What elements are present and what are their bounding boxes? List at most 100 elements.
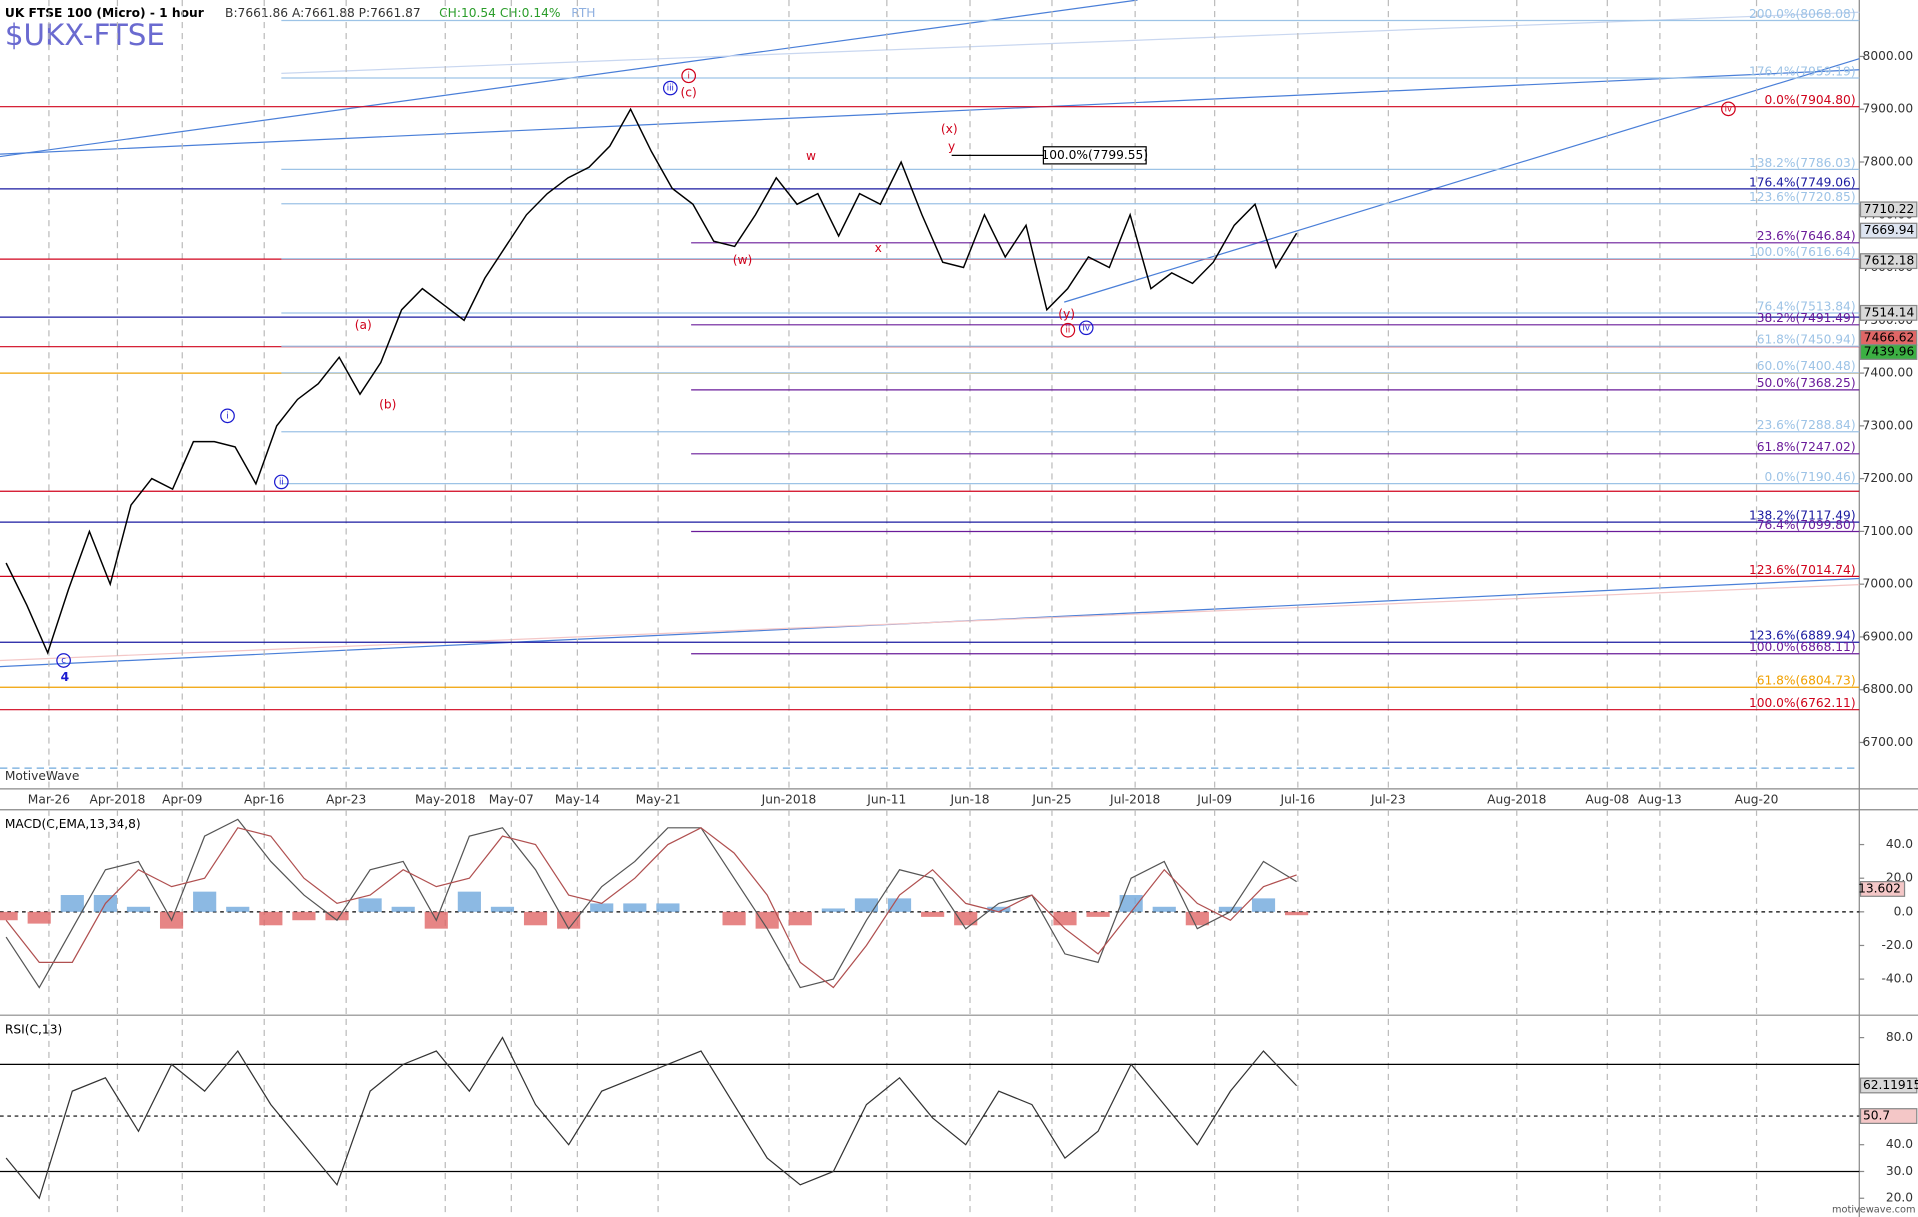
wave-label: w xyxy=(806,149,816,163)
histogram-bar xyxy=(755,911,779,929)
quote: B:7661.86 A:7661.88 P:7661.87 xyxy=(225,6,421,20)
wave-circle xyxy=(1078,320,1094,336)
wave-label: iii xyxy=(667,84,674,94)
wave-circle xyxy=(1721,101,1736,117)
y-tick-label: 7300.00 xyxy=(1863,418,1914,432)
histogram-bar xyxy=(722,911,746,926)
histogram-bar xyxy=(623,903,647,912)
y-tick-label: 40.0 xyxy=(1886,837,1913,851)
wave-circle xyxy=(1060,322,1076,338)
histogram-bar xyxy=(1251,898,1276,912)
histogram-bar xyxy=(788,911,812,926)
chart-title: UK FTSE 100 (Micro) - 1 hour xyxy=(5,6,204,20)
trendline xyxy=(0,69,1860,155)
watermark: motivewave.com xyxy=(1832,1205,1916,1216)
brand: MotiveWave xyxy=(5,769,80,783)
histogram-bar xyxy=(1285,911,1309,916)
histogram-bar xyxy=(391,906,415,912)
x-tick-label: Jun-25 xyxy=(1031,792,1071,806)
x-tick-label: May-21 xyxy=(636,792,681,806)
x-tick-label: Aug-2018 xyxy=(1487,792,1546,806)
fib-label: 176.4%(7749.06) xyxy=(1749,175,1856,189)
y-tick-label: 7400.00 xyxy=(1863,366,1914,380)
histogram-bar xyxy=(27,911,51,924)
price-line xyxy=(5,107,1298,655)
measure-box xyxy=(1042,146,1147,165)
y-tick-label: 6700.00 xyxy=(1863,735,1914,749)
wave-label: iv xyxy=(1725,104,1732,114)
price-tag-label: 7612.18 xyxy=(1864,254,1915,268)
fib-label: 100.0%(7616.64) xyxy=(1749,245,1856,259)
x-tick-label: Apr-2018 xyxy=(89,792,145,806)
price-tag-label: 7466.62 xyxy=(1864,330,1915,344)
fib-label: 61.8%(7450.94) xyxy=(1757,333,1856,347)
y-tick-label: 20.0 xyxy=(1886,1191,1913,1205)
macd-line xyxy=(5,827,1297,989)
histogram-bar xyxy=(1218,906,1243,912)
histogram-bar xyxy=(358,898,382,912)
wave-label: (b) xyxy=(379,397,396,411)
histogram-bar xyxy=(821,908,845,912)
histogram-bar xyxy=(1152,906,1176,912)
y-tick-label: 30.0 xyxy=(1886,1164,1913,1178)
x-tick-label: Apr-23 xyxy=(326,792,366,806)
y-tick-label: 7000.00 xyxy=(1863,577,1914,591)
histogram-bar xyxy=(1185,911,1209,926)
wave-label: i xyxy=(226,411,228,421)
histogram-bar xyxy=(1053,911,1077,926)
histogram-bar xyxy=(325,911,349,921)
y-tick-label: -20.0 xyxy=(1881,938,1913,952)
fib-label: 123.6%(7014.74) xyxy=(1749,563,1856,577)
x-tick-label: May-2018 xyxy=(415,792,476,806)
indicator-tag-label: 50.7 xyxy=(1863,1109,1890,1123)
y-tick-label: 7900.00 xyxy=(1863,102,1914,116)
histogram-bar xyxy=(987,906,1011,912)
wave-label: iv xyxy=(1082,323,1089,333)
y-tick-label: 6900.00 xyxy=(1863,629,1914,643)
fib-label: 138.2%(7117.49) xyxy=(1749,509,1856,523)
price-tag xyxy=(1859,344,1918,360)
wave-label: 4 xyxy=(61,670,70,684)
wave-label: (c) xyxy=(681,85,697,99)
price-tag xyxy=(1859,253,1918,270)
x-tick-label: Aug-13 xyxy=(1638,792,1682,806)
x-tick-label: Mar-26 xyxy=(28,792,70,806)
ticker: $UKX-FTSE xyxy=(5,18,165,52)
price-tag xyxy=(1859,304,1918,321)
y-tick-label: 7800.00 xyxy=(1863,155,1914,169)
fib-label: 123.6%(7720.85) xyxy=(1749,190,1856,204)
fib-label: 61.8%(7247.02) xyxy=(1757,440,1856,454)
wave-circle xyxy=(56,653,71,668)
y-tick-label: 7100.00 xyxy=(1863,524,1914,538)
fib-label: 38.2%(7491.49) xyxy=(1757,311,1856,325)
histogram-bar xyxy=(921,911,945,917)
fib-label: 76.4%(7099.80) xyxy=(1757,518,1856,532)
session: RTH xyxy=(571,6,595,20)
wave-label: (w) xyxy=(733,253,753,267)
wave-circle xyxy=(274,474,289,490)
x-tick-label: Aug-20 xyxy=(1735,792,1779,806)
y-tick-label: 6800.00 xyxy=(1863,682,1914,696)
x-tick-label: Jun-2018 xyxy=(761,792,817,806)
trendline xyxy=(0,584,1860,662)
x-tick-label: Jun-18 xyxy=(949,792,989,806)
histogram-bar xyxy=(590,903,614,912)
indicator-tag xyxy=(1859,881,1906,897)
wave-circle xyxy=(681,68,697,84)
wave-label: (x) xyxy=(941,122,958,136)
fib-label: 100.0%(6762.11) xyxy=(1749,696,1856,710)
histogram-bar xyxy=(60,895,84,912)
y-tick-label: 8000.00 xyxy=(1863,49,1914,63)
x-tick-label: Jul-16 xyxy=(1279,792,1315,806)
indicator-tag xyxy=(1859,1108,1918,1125)
y-tick-label: 7200.00 xyxy=(1863,471,1914,485)
fib-label: 176.4%(7959.19) xyxy=(1749,64,1856,78)
histogram-bar xyxy=(954,911,978,926)
panel-title: MACD(C,EMA,13,34,8) xyxy=(5,817,141,831)
price-tag xyxy=(1859,222,1918,239)
measure-label: 100.0%(7799.55) xyxy=(1041,148,1148,162)
macd-line xyxy=(5,818,1297,989)
histogram-bar xyxy=(1086,911,1110,917)
